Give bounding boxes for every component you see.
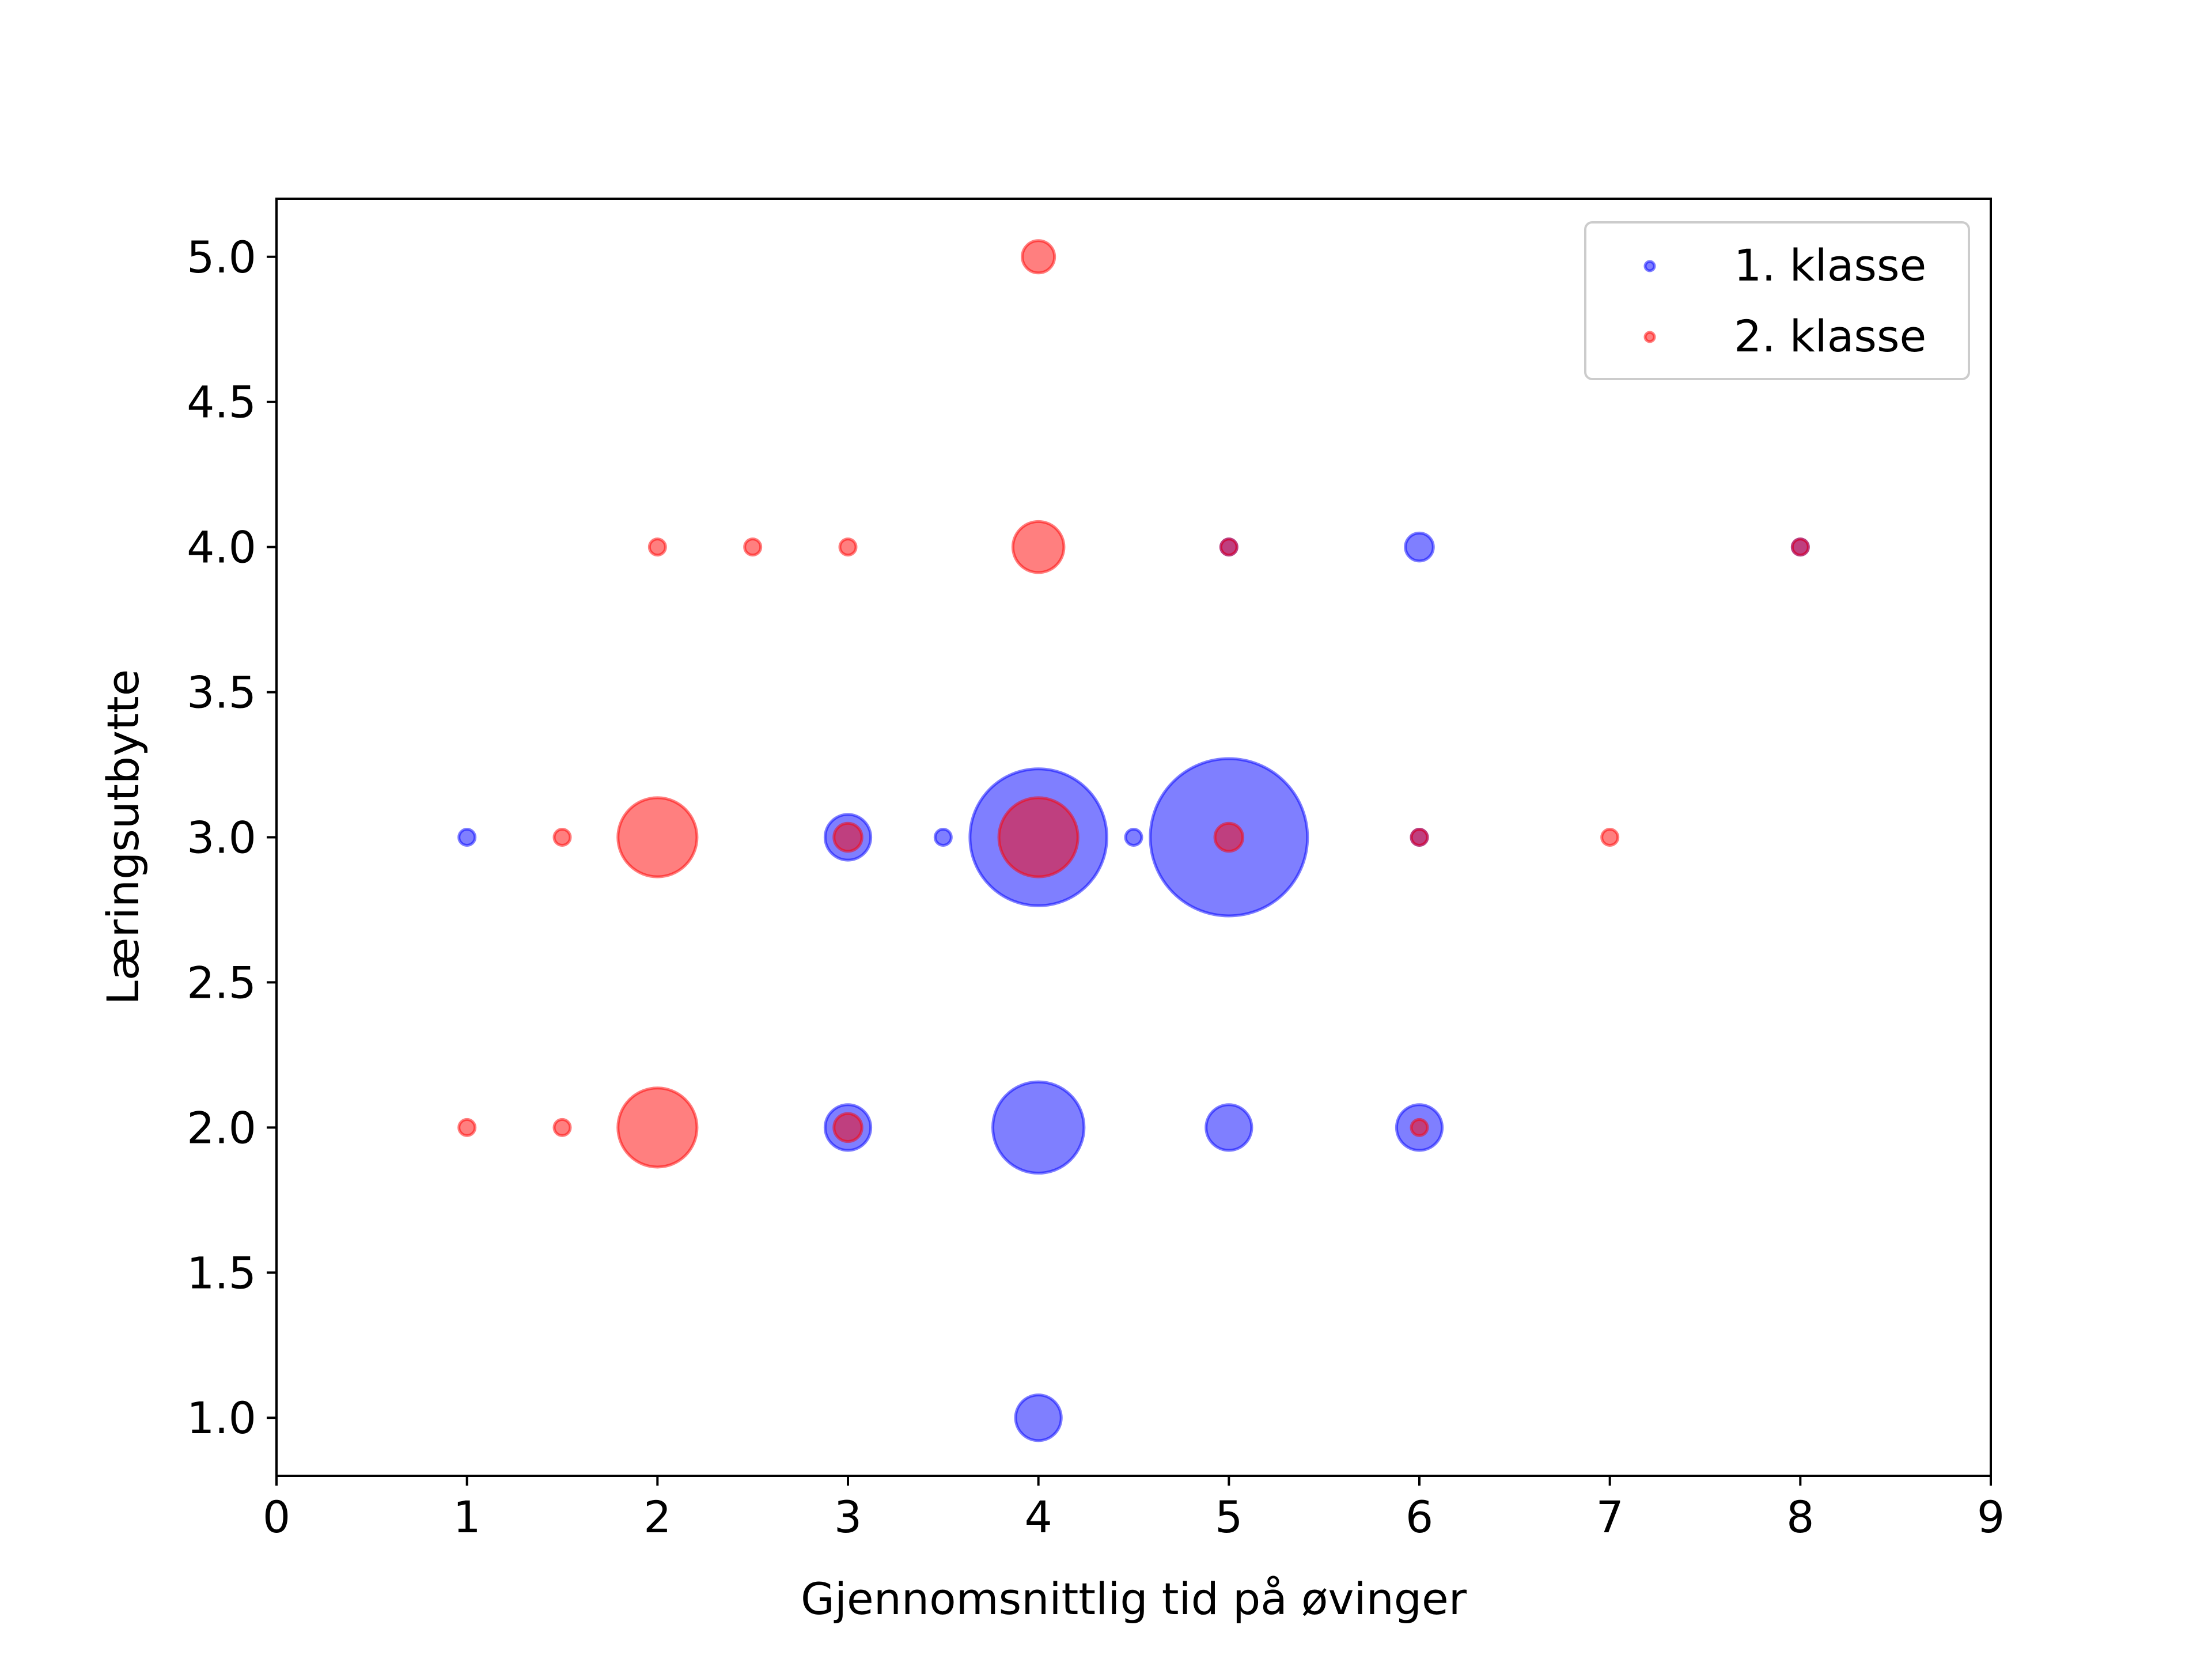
data-point	[991, 1080, 1086, 1175]
data-point	[457, 828, 477, 847]
y-tick-label: 3.0	[187, 812, 256, 863]
data-point	[838, 537, 858, 557]
data-point	[1124, 828, 1143, 847]
data-point	[743, 537, 763, 557]
data-point	[647, 537, 667, 557]
x-tick-label: 6	[1406, 1491, 1433, 1543]
legend-label-2-klasse: 2. klasse	[1734, 310, 1926, 362]
legend-marker-2-klasse	[1643, 331, 1656, 343]
x-tick-label: 0	[263, 1491, 290, 1543]
data-point	[933, 828, 953, 847]
y-tick-label: 3.5	[187, 667, 256, 718]
x-axis-ticks: 0 1 2 3 4 5 6 7 8 9	[263, 1476, 2005, 1543]
data-point	[1014, 1393, 1063, 1442]
data-point	[1205, 1103, 1253, 1152]
x-tick-label: 9	[1977, 1491, 2005, 1543]
y-axis-label: Læringsutbytte	[97, 669, 149, 1005]
y-tick-label: 4.0	[187, 522, 256, 573]
data-point	[997, 796, 1080, 878]
plot-bubbles	[457, 239, 1810, 1442]
data-point	[1790, 537, 1810, 557]
x-axis-label: Gjennomsnittlig tid på øvinger	[801, 1573, 1467, 1624]
data-point	[832, 821, 863, 853]
data-point	[552, 1118, 572, 1137]
data-point	[1410, 828, 1429, 847]
data-point	[1021, 239, 1056, 275]
x-tick-label: 3	[834, 1491, 862, 1543]
data-point	[1011, 520, 1066, 574]
data-point	[616, 796, 699, 878]
data-point	[1213, 821, 1245, 853]
data-point	[1404, 531, 1435, 563]
y-tick-label: 2.0	[187, 1102, 256, 1153]
data-point	[832, 1112, 863, 1143]
x-tick-label: 1	[453, 1491, 480, 1543]
x-tick-label: 2	[643, 1491, 671, 1543]
data-point	[1600, 828, 1620, 847]
y-tick-label: 1.5	[187, 1247, 256, 1298]
legend-frame	[1584, 221, 1970, 380]
x-tick-label: 5	[1215, 1491, 1243, 1543]
x-tick-label: 4	[1024, 1491, 1052, 1543]
x-tick-label: 7	[1596, 1491, 1623, 1543]
y-axis-ticks: 1.0 1.5 2.0 2.5 3.0 3.5 4.0 4.5 5.0	[187, 232, 276, 1444]
legend: 1. klasse 2. klasse	[1584, 221, 1970, 380]
data-point	[616, 1086, 699, 1169]
x-tick-label: 8	[1786, 1491, 1814, 1543]
series-2-klasse	[457, 239, 1810, 1169]
data-point	[1219, 537, 1238, 557]
y-tick-label: 4.5	[187, 377, 256, 428]
y-tick-label: 2.5	[187, 957, 256, 1008]
data-point	[457, 1118, 477, 1137]
legend-label-1-klasse: 1. klasse	[1734, 240, 1926, 291]
legend-marker-1-klasse	[1643, 260, 1656, 272]
y-tick-label: 5.0	[187, 232, 256, 283]
data-point	[1410, 1118, 1429, 1137]
data-point	[552, 828, 572, 847]
y-tick-label: 1.0	[187, 1392, 256, 1444]
